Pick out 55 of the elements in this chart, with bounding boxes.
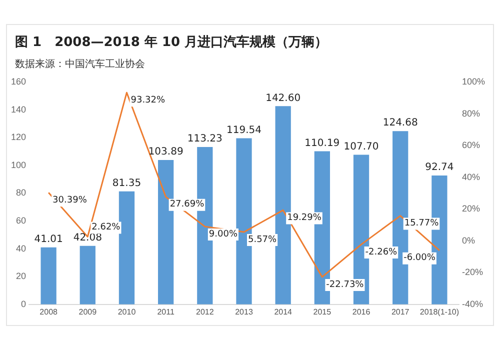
y2-tick-label: 0% <box>462 235 475 246</box>
bar <box>40 247 56 304</box>
y-tick-label: 100 <box>10 160 26 170</box>
data-label: 27.69% <box>170 200 205 210</box>
data-label: 113.23 <box>187 134 222 145</box>
bar <box>80 246 96 304</box>
y2-tick-label: -40% <box>462 298 483 309</box>
data-label: 93.32% <box>130 95 166 106</box>
data-label: 15.77% <box>404 218 440 229</box>
data-label: 2.62% <box>92 222 121 233</box>
x-tick-label: 2017 <box>391 307 410 316</box>
y-tick-label: 0 <box>21 298 26 309</box>
y2-tick-label: 20% <box>462 204 480 214</box>
data-label: 110.19 <box>304 138 340 149</box>
data-label: 107.70 <box>344 141 379 152</box>
chart-title: 图 1 2008—2018 年 10 月进口汽车规模（万辆） <box>15 34 328 51</box>
data-label: -22.73% <box>326 280 364 290</box>
x-tick-label: 2012 <box>196 307 214 316</box>
data-label: 5.57% <box>248 234 278 245</box>
y2-tick-label: 100% <box>462 76 486 86</box>
data-label: 41.01 <box>34 234 63 245</box>
y-tick-label: 160 <box>10 76 26 86</box>
x-tick-label: 2011 <box>157 307 175 316</box>
data-label: 81.35 <box>112 178 142 189</box>
x-tick-label: 2008 <box>40 307 58 316</box>
y-tick-label: 80 <box>16 188 26 198</box>
data-label: 103.89 <box>148 146 184 158</box>
y-tick-label: 140 <box>10 104 26 114</box>
y-tick-label: 20 <box>16 271 26 282</box>
data-label: 9.00% <box>208 229 238 240</box>
y2-tick-label: -20% <box>462 267 483 278</box>
x-tick-label: 2016 <box>352 307 371 316</box>
data-label: -6.00% <box>404 253 436 264</box>
x-tick-label: 2018(1-10) <box>420 307 460 316</box>
x-tick-label: 2009 <box>78 307 98 316</box>
y-tick-label: 60 <box>16 215 26 226</box>
data-label: 119.54 <box>226 124 262 136</box>
data-label: 124.68 <box>382 118 418 129</box>
x-tick-label: 2014 <box>274 307 293 316</box>
y-tick-label: 40 <box>16 243 26 254</box>
source-note: 数据来源：中国汽车工业协会 <box>15 58 145 71</box>
data-label: 42.08 <box>73 232 102 244</box>
y2-tick-label: 40% <box>462 172 480 182</box>
data-label: -2.26% <box>365 247 398 258</box>
x-tick-label: 2013 <box>235 307 254 316</box>
bar <box>118 191 135 304</box>
y2-tick-label: 80% <box>462 108 480 118</box>
x-tick-label: 2010 <box>118 307 136 316</box>
data-label: 142.60 <box>266 92 301 104</box>
x-tick-label: 2015 <box>313 307 332 316</box>
y-tick-label: 120 <box>10 132 26 142</box>
data-label: 30.39% <box>52 195 88 206</box>
y2-tick-label: 60% <box>462 140 480 150</box>
data-label: 92.74 <box>425 162 454 174</box>
data-label: 19.29% <box>287 213 322 224</box>
